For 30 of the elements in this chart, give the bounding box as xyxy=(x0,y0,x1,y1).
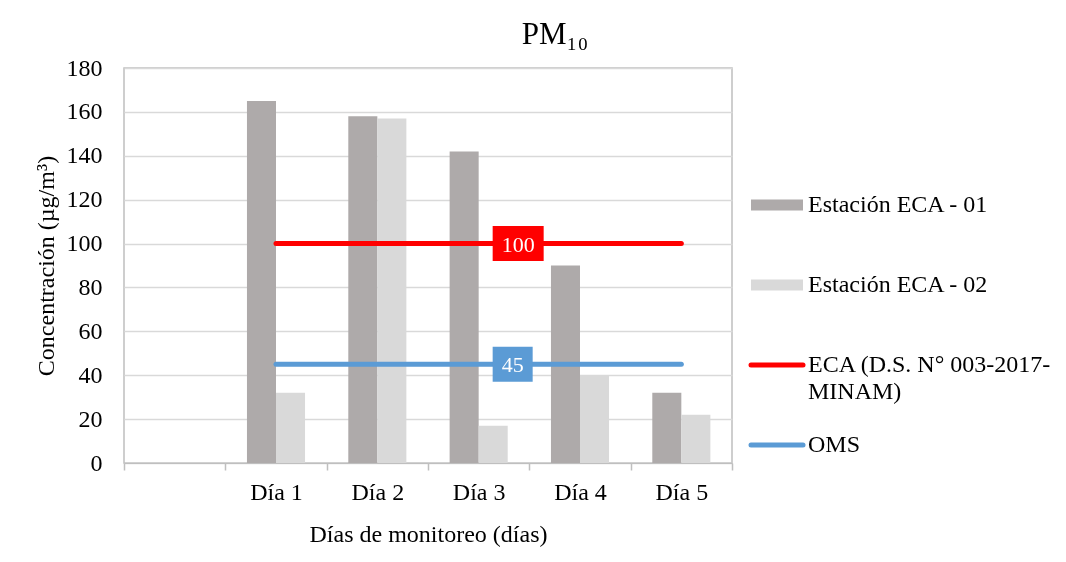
x-tick-label: Día 4 xyxy=(554,478,607,505)
x-axis-title: Días de monitoreo (días) xyxy=(309,520,548,547)
y-tick-label: 100 xyxy=(66,230,103,257)
x-tick-label: Día 3 xyxy=(452,478,506,505)
y-tick-label: 20 xyxy=(78,405,103,432)
x-tick-label: Día 5 xyxy=(655,478,709,505)
data-label: 100 xyxy=(501,231,535,257)
y-tick-label: 60 xyxy=(78,317,103,344)
y-tick-label: 120 xyxy=(66,186,103,213)
y-tick-label: 0 xyxy=(90,449,103,476)
bar xyxy=(449,151,479,463)
x-tick-label: Día 2 xyxy=(351,478,405,505)
bar xyxy=(348,116,378,463)
bar xyxy=(478,425,508,463)
y-tick-label: 180 xyxy=(66,54,103,81)
bar xyxy=(652,392,682,463)
y-tick-label: 80 xyxy=(78,273,103,300)
y-tick-label: 160 xyxy=(66,98,103,125)
y-tick-label: 140 xyxy=(66,142,103,169)
bar xyxy=(246,100,276,463)
y-axis-title: Concentración (µg/m³) xyxy=(32,155,59,377)
data-label: 45 xyxy=(501,352,524,378)
x-tick-label: Día 1 xyxy=(250,478,303,505)
legend-label: Estación ECA - 01 xyxy=(808,191,988,217)
bar xyxy=(550,265,580,463)
y-tick-label: 40 xyxy=(78,361,103,388)
chart-title: PM₁₀ xyxy=(521,16,589,51)
legend-label: ECA (D.S. N° 003-2017-MINAM) xyxy=(808,351,1051,404)
legend-label: OMS xyxy=(808,431,861,457)
legend-label: Estación ECA - 02 xyxy=(808,271,988,297)
